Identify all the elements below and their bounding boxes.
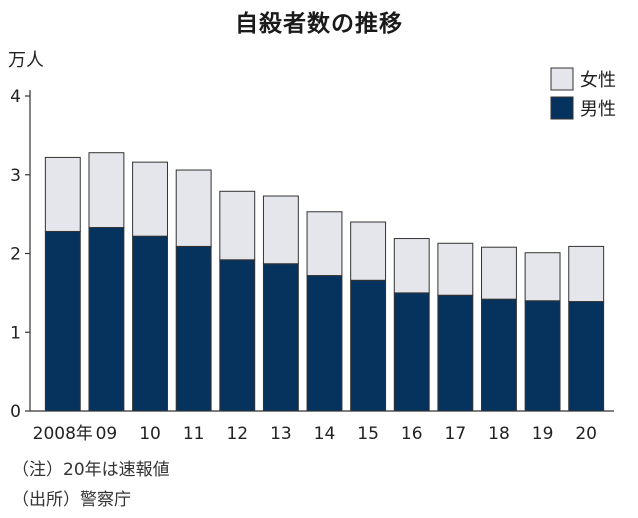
y-tick-label: 0 — [10, 402, 21, 422]
x-tick-label: 17 — [445, 424, 467, 444]
bar-female — [350, 221, 387, 281]
bar-female — [481, 246, 517, 300]
bar-female — [88, 152, 125, 229]
legend-label: 女性 — [580, 70, 616, 91]
bar-female — [132, 161, 168, 237]
bar-male — [481, 298, 517, 412]
x-tick-label: 19 — [532, 424, 554, 444]
bar-male — [44, 230, 81, 412]
bar-male — [393, 292, 430, 412]
x-tick-label: 16 — [401, 424, 423, 444]
chart-title: 自殺者数の推移 — [235, 11, 403, 37]
y-unit-label: 万人 — [8, 50, 44, 71]
source-note: （出所）警察庁 — [12, 490, 131, 510]
bar-male — [132, 235, 168, 412]
bar-female — [524, 252, 561, 302]
x-tick-label: 11 — [183, 424, 205, 444]
bar-male — [262, 263, 299, 412]
x-tick-label: 14 — [314, 424, 336, 444]
x-tick-label: 2008年 — [33, 424, 93, 444]
bar-male — [306, 275, 343, 412]
y-tick-label: 1 — [10, 323, 21, 343]
bar-female — [568, 245, 605, 303]
legend-swatch — [550, 67, 574, 91]
bar-female — [219, 190, 256, 261]
bar-female — [393, 238, 430, 294]
x-tick-label: 09 — [96, 424, 118, 444]
x-tick-label: 20 — [575, 424, 597, 444]
bar-male — [175, 245, 212, 412]
x-tick-label: 13 — [270, 424, 292, 444]
y-tick-label: 4 — [10, 87, 21, 107]
x-tick-label: 15 — [357, 424, 379, 444]
bar-female — [262, 195, 299, 265]
legend-swatch — [550, 96, 574, 120]
bar-female — [175, 169, 212, 247]
y-tick-label: 2 — [10, 245, 21, 265]
x-tick-label: 10 — [139, 424, 161, 444]
bar-male — [88, 227, 125, 412]
bar-male — [524, 300, 561, 412]
footnote: （注）20年は速報値 — [12, 460, 170, 480]
x-tick-label: 18 — [488, 424, 510, 444]
x-tick-label: 12 — [226, 424, 248, 444]
bar-male — [437, 294, 474, 412]
y-tick-label: 3 — [10, 166, 21, 186]
bar-female — [306, 211, 343, 277]
legend-label: 男性 — [580, 99, 616, 120]
bar-female — [437, 242, 474, 296]
bar-female — [44, 156, 81, 232]
bar-male — [568, 301, 605, 412]
bar-male — [219, 259, 256, 412]
bar-male — [350, 279, 387, 412]
